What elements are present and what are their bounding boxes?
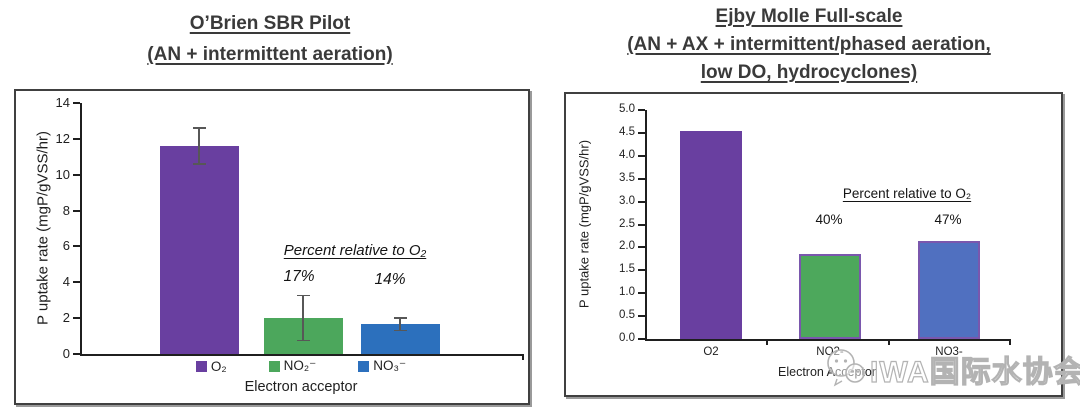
- error-bar-cap: [296, 294, 310, 297]
- right-chart-title: Ejby Molle Full-scale (AN + AX + intermi…: [554, 3, 1064, 87]
- annotation-percent-no2: 40%: [815, 212, 843, 227]
- y-tick-label: 0: [62, 346, 70, 361]
- x-tick-mark: [888, 339, 890, 345]
- error-bar-cap: [393, 329, 407, 332]
- y-tick-mark: [73, 317, 80, 320]
- legend-label: NO₂⁻: [283, 358, 317, 373]
- y-axis-label: P uptake rate (mgP/gVSS/hr): [576, 139, 592, 309]
- error-bar-cap: [393, 317, 407, 319]
- bar-no2: [799, 254, 861, 339]
- legend-item-no3: NO₃⁻: [358, 358, 406, 374]
- y-tick-label: 4.0: [619, 148, 635, 161]
- legend-label: O₂: [210, 358, 227, 374]
- y-tick-label: 3.0: [619, 194, 635, 207]
- y-tick-mark: [638, 154, 645, 157]
- x-tick-label-o2: O2: [703, 346, 719, 358]
- error-bar-cap: [192, 127, 206, 129]
- title-line: (AN + AX + intermittent/phased aeration,: [627, 34, 991, 55]
- y-tick-label: 2.5: [619, 217, 635, 230]
- plot-area: 0.0 0.5 1.0 1.5 2.0 2.5 3.0 3.5 4.0 4.5 5.0 O2 NO2- N…: [619, 103, 1011, 358]
- x-tick-mark: [766, 339, 768, 345]
- y-tick-mark: [73, 353, 80, 355]
- y-axis-label: P uptake rate (mgP/gVSS/hr): [34, 131, 52, 325]
- y-tick-mark: [73, 137, 80, 140]
- legend-swatch-icon: [358, 360, 370, 372]
- y-tick-mark: [73, 245, 80, 248]
- y-tick-label: 12: [55, 130, 70, 146]
- right-chart-panel: P uptake rate (mgP/gVSS/hr) 0.0 0.5 1.0 1.5…: [564, 92, 1063, 397]
- error-bar-cap: [296, 339, 310, 342]
- y-tick-mark: [638, 177, 645, 180]
- y-tick-label: 4.5: [619, 125, 635, 138]
- wechat-logo-icon: [827, 349, 865, 387]
- y-tick-mark: [638, 200, 645, 203]
- legend-item-no2: NO₂⁻: [268, 358, 317, 374]
- x-axis-label: Electron acceptor: [244, 379, 358, 395]
- y-tick-label: 2: [62, 310, 70, 326]
- title-line: low DO, hydrocyclones): [700, 62, 918, 83]
- legend-item-o2: O₂: [195, 358, 227, 374]
- title-line: O’Brien SBR Pilot: [189, 13, 351, 34]
- x-tick-label-no3: NO3-: [935, 346, 963, 358]
- y-tick-label: 0.0: [619, 332, 635, 344]
- y-tick-label: 5.0: [619, 103, 635, 115]
- y-tick-mark: [638, 269, 645, 272]
- y-tick-mark: [638, 246, 645, 249]
- annotation-heading: Percent relative to O₂: [283, 242, 427, 259]
- plot-area: 0 2 4 6 8 10 12 14: [56, 95, 524, 361]
- y-tick-label: 1.0: [619, 286, 635, 299]
- y-tick-label: 2.0: [619, 240, 635, 253]
- error-bar: [198, 128, 200, 164]
- y-tick-label: 6: [62, 238, 70, 254]
- error-bar: [399, 318, 401, 331]
- error-bar-cap: [192, 163, 206, 165]
- error-bar: [302, 295, 304, 341]
- left-chart-panel: P uptake rate (mgP/gVSS/hr) 0 2 4 6 8 10 12 14 …: [14, 89, 530, 405]
- title-line: (AN + intermittent aeration): [147, 44, 393, 65]
- left-chart-title: O’Brien SBR Pilot (AN + intermittent aer…: [14, 8, 526, 70]
- y-tick-mark: [638, 292, 645, 295]
- bar-o2: [159, 146, 239, 354]
- y-tick-mark: [638, 315, 645, 318]
- watermark-text: IWA国际水协会: [869, 355, 1080, 389]
- y-tick-label: 8: [62, 202, 70, 218]
- y-tick-mark: [638, 109, 645, 111]
- legend-swatch-icon: [268, 360, 280, 372]
- y-tick-mark: [638, 131, 645, 134]
- x-tick-mark: [522, 354, 524, 360]
- y-tick-label: 1.5: [619, 263, 635, 276]
- y-tick-label: 0.5: [619, 309, 635, 322]
- legend-label: NO₃⁻: [373, 358, 407, 373]
- y-tick-mark: [73, 281, 80, 284]
- y-tick-label: 3.5: [619, 171, 635, 184]
- annotation-percent-no3: 14%: [374, 271, 406, 288]
- y-tick-label: 14: [55, 95, 70, 110]
- y-tick-mark: [73, 209, 80, 212]
- annotation-percent-no3: 47%: [934, 212, 962, 227]
- y-tick-mark: [638, 338, 645, 340]
- legend: O₂ NO₂⁻ NO₃⁻: [80, 358, 522, 374]
- annotation-heading: Percent relative to O₂: [842, 186, 972, 201]
- y-tick-label: 10: [55, 166, 70, 182]
- y-tick-mark: [638, 223, 645, 226]
- y-tick-mark: [73, 102, 80, 104]
- annotation-percent-no2: 17%: [283, 268, 315, 285]
- watermark: IWA国际水协会: [824, 346, 1080, 392]
- y-tick-label: 4: [62, 274, 70, 290]
- y-tick-mark: [73, 173, 80, 176]
- legend-swatch-icon: [195, 360, 207, 372]
- title-line: Ejby Molle Full-scale: [715, 6, 903, 27]
- bar-o2: [680, 130, 742, 339]
- bar-no3: [918, 240, 980, 339]
- x-tick-mark: [1009, 339, 1011, 345]
